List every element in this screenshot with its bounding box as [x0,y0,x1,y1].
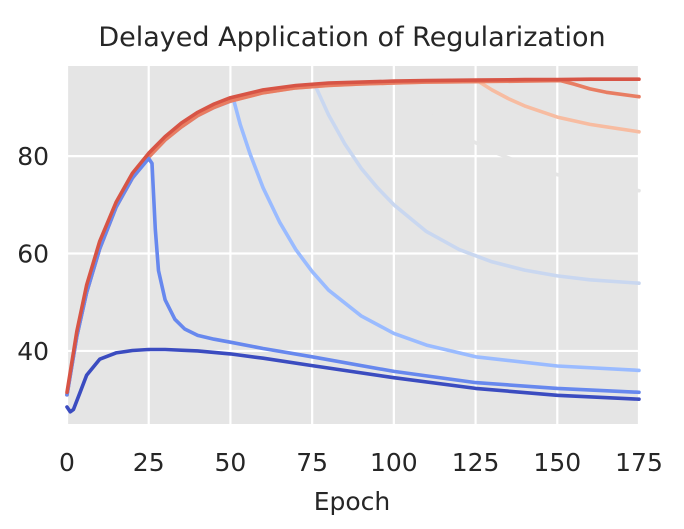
y-tick-label: 80 [17,142,49,171]
series-line-no-regularization [65,77,641,395]
x-tick-label: 100 [370,448,418,477]
y-tick-label: 60 [17,240,49,269]
x-axis-label: Epoch [314,487,391,516]
x-tick-label: 125 [452,448,500,477]
series-line-start-25 [65,156,641,397]
chart-title: Delayed Application of Regularization [98,22,605,53]
x-tick-label: 150 [533,448,581,477]
y-tick-labels: 40 60 80 [17,142,49,366]
x-tick-label: 175 [615,448,663,477]
x-tick-label: 0 [59,448,75,477]
x-tick-label: 75 [296,448,328,477]
x-tick-label: 25 [133,448,165,477]
series-line-baseline [65,347,641,414]
x-tick-label: 50 [215,448,247,477]
y-tick-label: 40 [17,337,49,366]
x-tick-labels: 0 25 50 75 100 125 150 175 [59,448,663,477]
series-lines [65,77,641,414]
